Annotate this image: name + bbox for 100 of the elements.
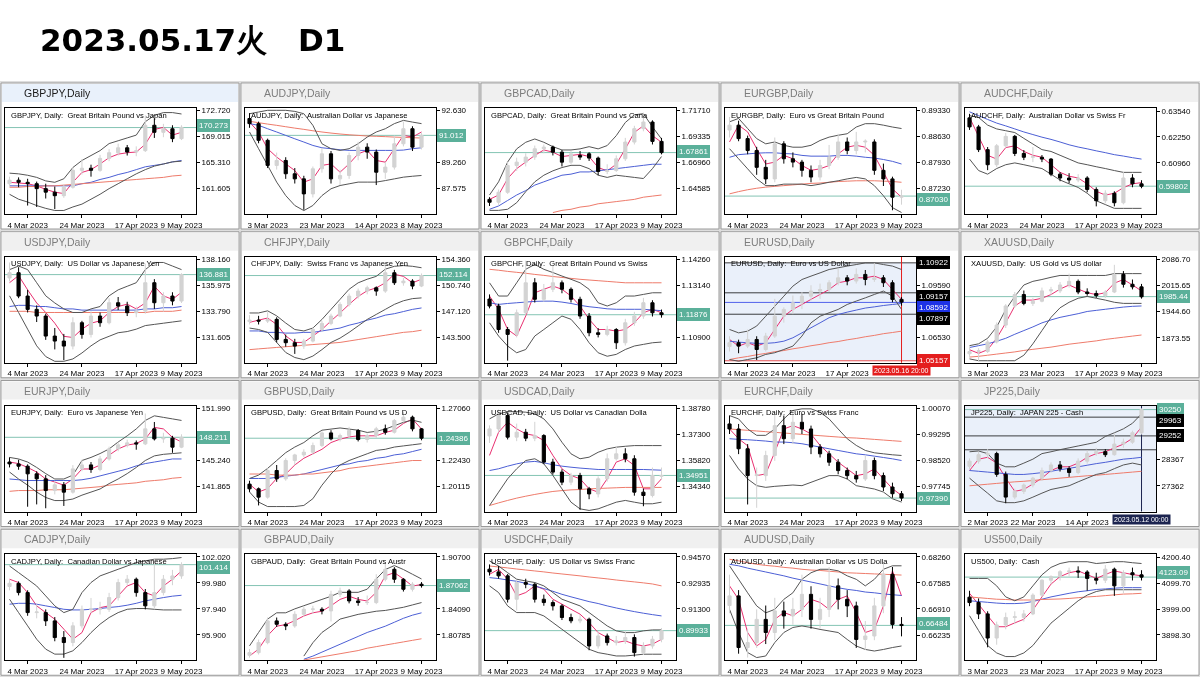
x-tick-label: 17 Apr 2023 [114, 518, 159, 528]
x-tick-label: 14 Apr 2023 [354, 220, 399, 230]
x-tick-label: 24 Mar 2023 [1019, 220, 1065, 230]
x-tick-label: 9 May 2023 [880, 220, 923, 230]
x-tick-label: 9 May 2023 [160, 369, 203, 379]
x-tick-label: 4 Mar 2023 [727, 518, 769, 528]
chart-title: CHFJPY,Daily [264, 236, 331, 248]
chart-title: AUDCHF,Daily [984, 87, 1054, 99]
x-tick-label: 4 Mar 2023 [727, 369, 769, 379]
x-tick-label: 9 May 2023 [160, 666, 203, 676]
chart-title: GBPCHF,Daily [504, 236, 574, 248]
x-tick-label: 4 Mar 2023 [7, 518, 49, 528]
x-tick-label: 17 Apr 2023 [594, 518, 639, 528]
y-tick-label: 0.88630 [921, 132, 952, 142]
ref-line-label: 4123.09 [1159, 568, 1189, 577]
x-tick-label: 24 Mar 2023 [770, 369, 816, 379]
chart-title: EURUSD,Daily [744, 236, 816, 248]
ref-line-label: 1.05157 [919, 356, 949, 365]
ref-line-label: 30250 [1159, 405, 1182, 414]
ref-line-label: 1.07897 [919, 314, 949, 323]
y-tick-label: 0.60960 [1161, 158, 1192, 168]
ref-line-label: 101.414 [199, 563, 229, 572]
y-tick-label: 3999.00 [1161, 604, 1192, 614]
y-tick-label: 1.66960 [681, 158, 712, 168]
x-tick-label: 9 May 2023 [1120, 666, 1163, 676]
y-tick-label: 0.98520 [921, 455, 952, 465]
y-tick-label: 27362 [1161, 481, 1185, 491]
y-tick-label: 97.940 [201, 604, 227, 614]
x-tick-label: 17 Apr 2023 [594, 220, 639, 230]
x-tick-label: 24 Mar 2023 [779, 666, 825, 676]
ref-line-label: 1.67861 [679, 147, 709, 156]
ref-line-label: 0.89933 [679, 626, 709, 635]
x-tick-label: 24 Mar 2023 [539, 518, 585, 528]
x-tick-label: 8 May 2023 [400, 220, 443, 230]
y-tick-label: 0.97745 [921, 481, 952, 491]
y-tick-label: 151.990 [201, 404, 232, 413]
ref-line-label: 1.87062 [439, 581, 469, 590]
chart-title: EURCHF,Daily [744, 385, 814, 397]
chart-title: EURGBP,Daily [744, 87, 814, 99]
ref-line-label: 0.97390 [919, 494, 949, 503]
x-tick-label: 4 Mar 2023 [247, 369, 289, 379]
x-tick-label: 2 Mar 2023 [967, 518, 1009, 528]
chart-title: GBPCAD,Daily [504, 87, 576, 99]
y-tick-label: 1.06530 [921, 333, 952, 343]
text: 2023.05.17火 D1 [40, 22, 346, 58]
ref-line-label: 29252 [1159, 431, 1182, 440]
ref-line-label: 170.273 [199, 121, 229, 130]
x-tick-label: 4 Mar 2023 [487, 369, 529, 379]
y-tick-label: 0.92935 [681, 578, 712, 588]
x-tick-label: 4 Mar 2023 [7, 220, 49, 230]
x-tick-label: 24 Mar 2023 [59, 666, 105, 676]
ref-line-label: 91.012 [439, 131, 465, 140]
x-tick-label: 3 Mar 2023 [247, 220, 289, 230]
x-tick-label: 9 May 2023 [400, 369, 443, 379]
ref-line-label: 1.09157 [919, 292, 949, 301]
x-tick-label: 3 Mar 2023 [967, 666, 1009, 676]
chart-title: GBPJPY,Daily [24, 87, 92, 99]
chart-title: AUDJPY,Daily [264, 87, 332, 99]
x-tick-label: 23 Mar 2023 [1019, 666, 1065, 676]
x-tick-label: 24 Mar 2023 [59, 369, 105, 379]
y-tick-label: 0.66235 [921, 630, 952, 640]
y-tick-label: 141.865 [201, 481, 232, 491]
ref-line-label: 1.11876 [679, 310, 708, 319]
chart-title: GBPUSD,Daily [264, 385, 336, 397]
x-tick-label: 4 Mar 2023 [7, 369, 49, 379]
y-tick-label: 1.35820 [681, 455, 712, 465]
x-tick-label: 9 May 2023 [400, 666, 443, 676]
y-tick-label: 1.14260 [681, 255, 712, 265]
x-tick-label: 3 Mar 2023 [967, 369, 1009, 379]
chart-title: GBPAUD,Daily [264, 533, 335, 545]
y-tick-label: 2015.65 [1161, 281, 1192, 291]
x-tick-label: 24 Mar 2023 [299, 666, 345, 676]
y-tick-label: 1.38780 [681, 403, 712, 413]
ref-line-label: 0.59802 [1159, 182, 1189, 191]
y-tick-label: 0.63540 [1161, 106, 1192, 116]
y-tick-label: 1.80785 [441, 630, 472, 640]
x-tick-label: 24 Mar 2023 [59, 220, 105, 230]
ref-line-label: 148.211 [199, 433, 228, 442]
y-tick-label: 145.240 [201, 455, 232, 465]
x-tick-label: 22 Mar 2023 [1010, 518, 1056, 528]
x-tick-label: 24 Mar 2023 [539, 220, 585, 230]
x-tick-label: 4 Mar 2023 [247, 666, 289, 676]
x-tick-label: 9 May 2023 [1120, 220, 1163, 230]
y-tick-label: 1.13140 [681, 281, 712, 291]
y-tick-label: 0.66910 [921, 604, 952, 614]
x-tick-label: 24 Mar 2023 [779, 518, 825, 528]
x-tick-label: 4 Mar 2023 [7, 666, 49, 676]
x-tick-label: 17 Apr 2023 [594, 666, 639, 676]
chart-title: JP225,Daily [984, 385, 1041, 397]
ref-line-label: 152.114 [439, 270, 468, 279]
y-tick-label: 1.10900 [681, 333, 712, 343]
x-tick-label: 24 Mar 2023 [299, 369, 345, 379]
x-tick-label: 17 Apr 2023 [354, 518, 399, 528]
x-tick-label: 17 Apr 2023 [834, 220, 879, 230]
x-tick-label: 17 Apr 2023 [825, 369, 870, 379]
y-tick-label: 1.20115 [441, 481, 471, 491]
x-tick-label: 17 Apr 2023 [114, 220, 159, 230]
ref-line-label: 29963 [1159, 416, 1182, 425]
x-tick-label: 4 Mar 2023 [247, 518, 289, 528]
y-tick-label: 0.62250 [1161, 132, 1192, 142]
